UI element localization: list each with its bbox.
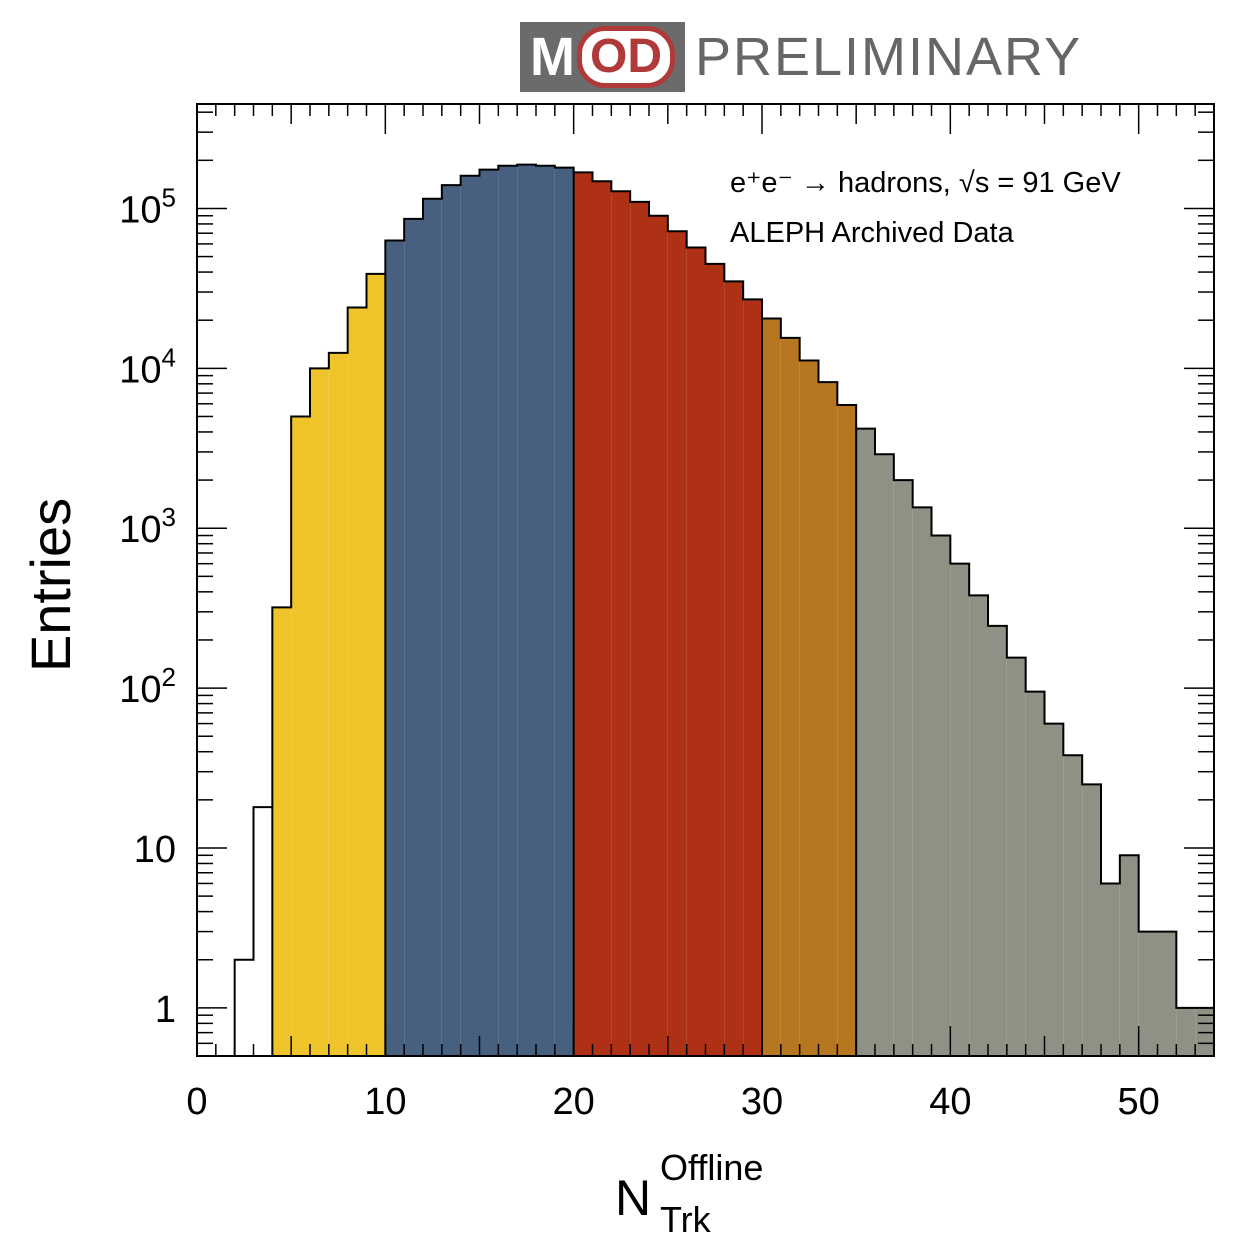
y-tick-label: 102 [119, 662, 176, 711]
y-tick-label: 104 [119, 342, 176, 391]
histogram-bin-33 [818, 382, 838, 1057]
histogram-bin-2 [234, 959, 254, 1056]
x-tick-label: 50 [1118, 1081, 1160, 1123]
histogram-bin-20 [573, 172, 593, 1056]
histogram-bin-4 [272, 607, 292, 1056]
histogram-bin-19 [554, 167, 574, 1057]
histogram-bin-25 [667, 231, 687, 1057]
histogram-bin-27 [705, 263, 725, 1056]
histogram-bin-16 [498, 165, 518, 1056]
histogram-bin-23 [630, 201, 649, 1057]
x-tick-label: 30 [741, 1081, 783, 1123]
histogram-bin-15 [479, 169, 499, 1056]
x-axis-title-sup: Offline [660, 1147, 763, 1188]
histogram-bin-28 [724, 281, 744, 1056]
histogram-outline [233, 163, 1215, 1056]
y-tick-label: 1 [155, 989, 176, 1031]
histogram-bin-17 [517, 164, 536, 1056]
x-tick-label: 20 [553, 1081, 595, 1123]
histogram-bin-51 [1157, 931, 1177, 1056]
histogram-bin-9 [366, 273, 386, 1056]
y-axis-title: Entries [19, 498, 82, 672]
histogram-bin-49 [1119, 855, 1139, 1056]
histogram-bin-44 [1025, 691, 1045, 1056]
y-tick-label: 103 [119, 502, 176, 551]
y-tick-label: 10 [134, 829, 176, 871]
histogram-bin-14 [460, 175, 480, 1057]
x-tick-label: 10 [364, 1081, 406, 1123]
histogram-bin-48 [1101, 883, 1120, 1056]
logo-mark-left: M [530, 27, 575, 87]
x-axis-title-main: N [615, 1170, 651, 1226]
annotation-dataset: ALEPH Archived Data [730, 217, 1015, 249]
histogram-bin-37 [893, 480, 913, 1056]
histogram-bin-3 [253, 807, 273, 1056]
histogram-bin-32 [799, 360, 819, 1056]
histogram-bin-12 [423, 198, 442, 1056]
histogram-bin-43 [1006, 657, 1026, 1056]
histogram-bin-10 [385, 240, 405, 1057]
histogram-bin-30 [762, 318, 781, 1056]
histogram-bin-22 [611, 191, 631, 1056]
mod-preliminary-logo: M OD PRELIMINARY [520, 22, 1082, 92]
histogram-bin-36 [875, 454, 894, 1057]
axis-ticks [196, 104, 1215, 1057]
histogram-bin-31 [780, 337, 800, 1056]
histogram-bin-50 [1138, 931, 1158, 1056]
histogram-bin-47 [1082, 784, 1101, 1056]
histogram-bin-41 [969, 595, 988, 1056]
x-tick-label: 40 [929, 1081, 971, 1123]
histogram-bin-8 [347, 307, 367, 1057]
histogram-bin-5 [291, 416, 310, 1056]
histogram-bin-34 [837, 404, 857, 1056]
annotation-process: e⁺e⁻ → hadrons, √s = 91 GeV [730, 167, 1121, 199]
histogram-bin-38 [912, 507, 932, 1056]
histogram-bin-29 [743, 299, 762, 1056]
histogram-bin-45 [1044, 723, 1064, 1056]
histogram-bin-39 [931, 535, 951, 1056]
histogram-bin-13 [441, 185, 461, 1057]
histogram-bin-7 [328, 352, 348, 1057]
histogram-bin-52 [1176, 1007, 1196, 1056]
y-tick-labels: 1 10 102 103 104 105 [119, 182, 176, 1030]
x-tick-label: 0 [186, 1081, 207, 1123]
histogram-bin-18 [536, 165, 555, 1056]
histogram-bin-11 [404, 218, 423, 1057]
histogram-bin-21 [592, 181, 612, 1057]
histogram-bin-46 [1063, 755, 1083, 1056]
histogram-bin-26 [686, 247, 706, 1056]
preliminary-label: PRELIMINARY [694, 27, 1083, 87]
x-tick-labels: 0 10 20 30 40 50 [186, 1081, 1159, 1123]
histogram-bin-40 [950, 563, 970, 1056]
histogram-bin-6 [310, 368, 329, 1056]
histogram-bars [233, 163, 1215, 1057]
histogram-bin-24 [649, 215, 668, 1057]
x-axis-title-sub: Trk [660, 1199, 712, 1240]
mod-logo-mark: M OD [520, 22, 685, 92]
y-tick-label: 105 [119, 182, 176, 231]
histogram-bin-42 [988, 625, 1007, 1056]
histogram-bin-35 [856, 428, 875, 1056]
logo-mark-right: OD [576, 26, 675, 88]
